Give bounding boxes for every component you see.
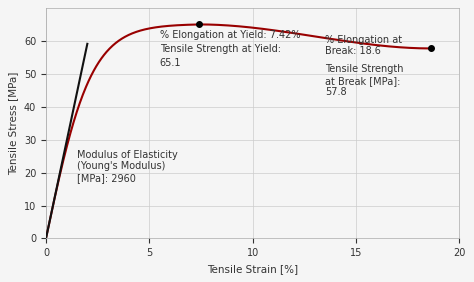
Text: (Young's Modulus): (Young's Modulus) [77,161,165,171]
Text: % Elongation at Yield: 7.42%: % Elongation at Yield: 7.42% [160,30,300,40]
Text: [MPa]: 2960: [MPa]: 2960 [77,173,136,183]
Text: Tensile Strength at Yield:: Tensile Strength at Yield: [160,45,281,54]
Text: % Elongation at: % Elongation at [325,35,402,45]
Text: 57.8: 57.8 [325,87,346,97]
X-axis label: Tensile Strain [%]: Tensile Strain [%] [207,264,298,274]
Text: Modulus of Elasticity: Modulus of Elasticity [77,150,178,160]
Text: Tensile Strength: Tensile Strength [325,64,403,74]
Y-axis label: Tensile Stress [MPa]: Tensile Stress [MPa] [9,72,18,175]
Text: Break: 18.6: Break: 18.6 [325,46,381,56]
Text: 65.1: 65.1 [160,58,181,68]
Text: at Break [MPa]:: at Break [MPa]: [325,76,401,86]
